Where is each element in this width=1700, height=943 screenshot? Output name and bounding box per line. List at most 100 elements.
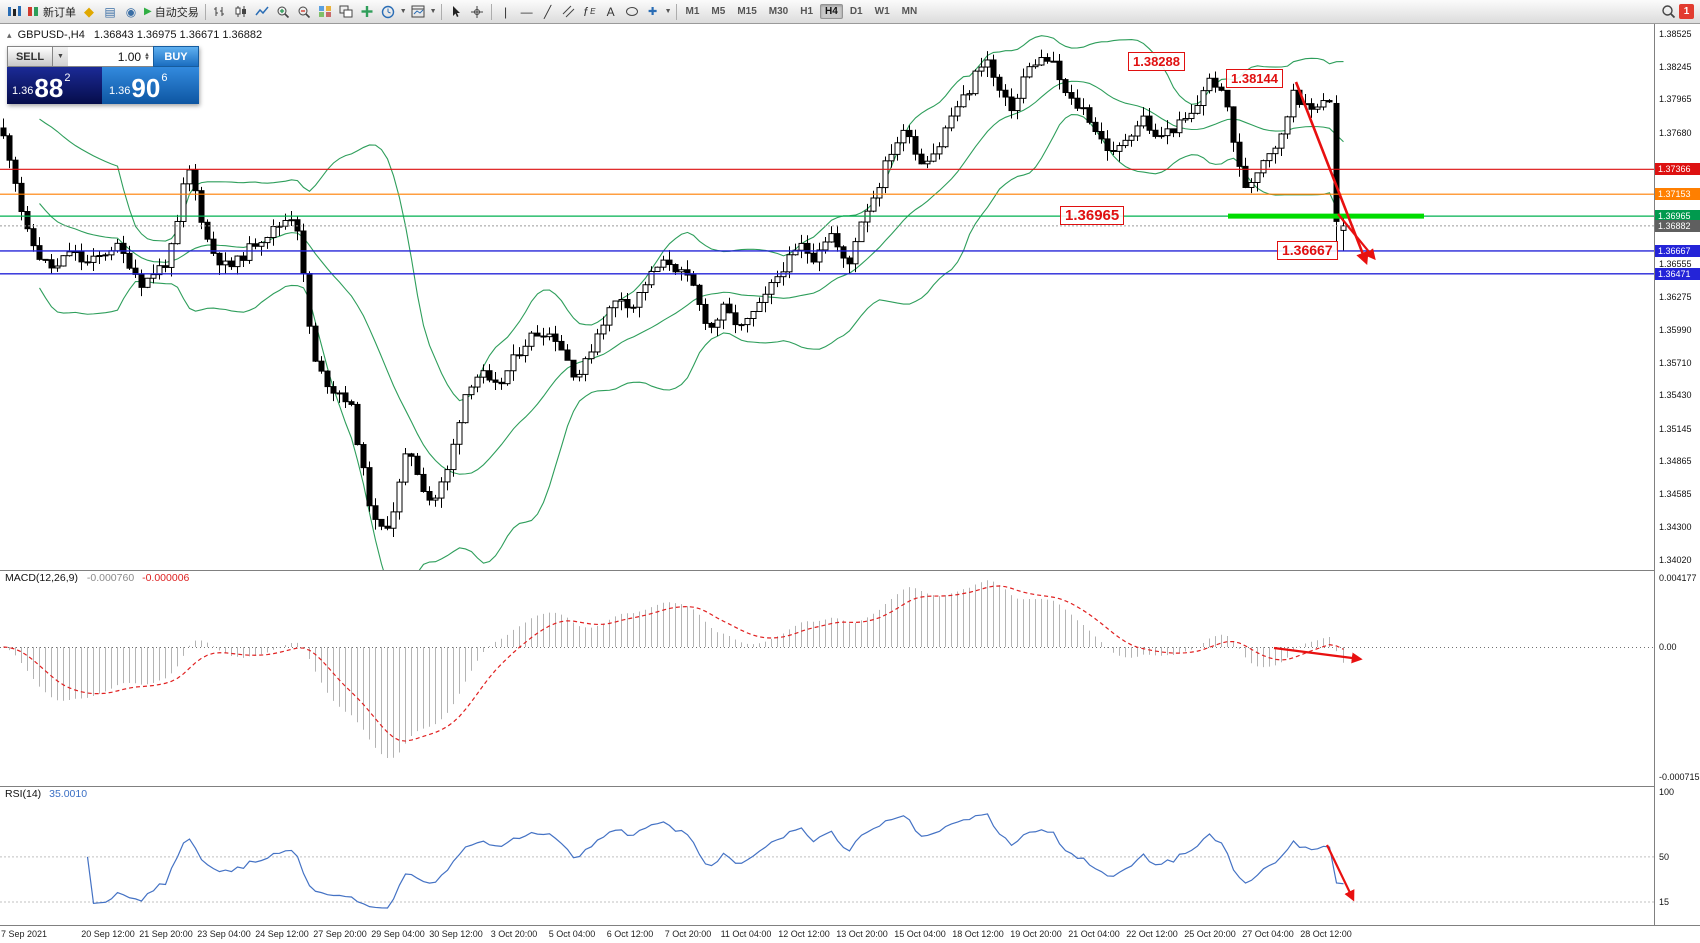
channel-icon[interactable] bbox=[559, 2, 579, 22]
price-tick-1.38245: 1.38245 bbox=[1659, 61, 1692, 72]
time-tick-7: 29 Sep 04:00 bbox=[371, 929, 425, 939]
main-toolbar: 新订单 ◆ ▤ ◉ ▶ 自动交易 bbox=[0, 0, 1700, 24]
timeframe-m1[interactable]: M1 bbox=[685, 6, 700, 17]
time-tick-6: 27 Sep 20:00 bbox=[313, 929, 367, 939]
market-watch-icon[interactable]: ◆ bbox=[84, 3, 94, 19]
shapes-icon[interactable] bbox=[622, 2, 642, 22]
zoom-out-icon[interactable] bbox=[294, 2, 314, 22]
symbol-label: GBPUSD-,H4 bbox=[17, 29, 85, 41]
time-tick-11: 6 Oct 12:00 bbox=[606, 929, 654, 939]
chart-window-icon[interactable] bbox=[4, 2, 24, 22]
volume-input[interactable]: 1.00 ▲ ▼ bbox=[68, 46, 153, 67]
arrange-windows-icon[interactable] bbox=[336, 2, 356, 22]
timeframe-m15[interactable]: M15 bbox=[737, 6, 757, 17]
one-click-trading-panel: SELL ▼ 1.00 ▲ ▼ BUY 1.36 88 2 1.36 90 6 bbox=[7, 46, 199, 104]
tile-windows-icon[interactable] bbox=[315, 2, 335, 22]
sell-price-pips: 88 bbox=[34, 73, 64, 104]
price-axis[interactable]: 1.38525 1.38245 1.37965 1.37680 1.36555 1.362… bbox=[1654, 24, 1700, 925]
order-type-dropdown[interactable]: ▼ bbox=[53, 46, 68, 67]
candlestick-chart-icon[interactable] bbox=[231, 2, 251, 22]
time-tick-17: 18 Oct 12:00 bbox=[952, 929, 1004, 939]
price-badge-1.37366: 1.37366 bbox=[1655, 163, 1700, 176]
template-icon[interactable] bbox=[408, 2, 428, 22]
text-icon[interactable]: A bbox=[606, 4, 615, 19]
buy-price-point: 6 bbox=[161, 72, 168, 84]
one-click-collapse-icon[interactable]: ▴ bbox=[7, 30, 12, 40]
template-dropdown-icon[interactable]: ▼ bbox=[429, 8, 437, 15]
notification-badge[interactable]: 1 bbox=[1679, 4, 1694, 19]
red-arrow-4[interactable] bbox=[1326, 844, 1355, 902]
price-tick-1.34865: 1.34865 bbox=[1659, 456, 1692, 467]
line-chart-icon[interactable] bbox=[252, 2, 272, 22]
buy-price[interactable]: 1.36 90 6 bbox=[102, 67, 199, 104]
macd-value-1: -0.000760 bbox=[86, 572, 135, 584]
price-tick-1.35710: 1.35710 bbox=[1659, 357, 1692, 368]
price-tick-1.34300: 1.34300 bbox=[1659, 522, 1692, 533]
bar-chart-icon[interactable] bbox=[210, 2, 230, 22]
red-arrow-2[interactable] bbox=[1337, 213, 1376, 261]
rsi-header: RSI(14) 35.0010 bbox=[5, 788, 87, 800]
new-order-button[interactable]: 新订单 bbox=[25, 2, 78, 22]
overlay-layer bbox=[0, 81, 1700, 902]
time-tick-8: 30 Sep 12:00 bbox=[429, 929, 483, 939]
main-chart-layer[interactable] bbox=[0, 35, 1654, 599]
volume-stepper[interactable]: ▲ ▼ bbox=[144, 51, 150, 62]
toolbar-separator bbox=[440, 3, 442, 20]
indicators-icon[interactable] bbox=[357, 2, 377, 22]
timeframe-group: M1 M5 M15 M30 H1 H4 D1 W1 MN bbox=[681, 4, 923, 19]
vline-icon[interactable]: | bbox=[504, 4, 508, 19]
autotrade-button[interactable]: ▶ 自动交易 bbox=[142, 2, 201, 22]
price-tick-50: 50 bbox=[1659, 852, 1670, 862]
timeframe-h4[interactable]: H4 bbox=[820, 4, 843, 19]
price-tick-0.004177: 0.004177 bbox=[1659, 573, 1697, 583]
time-tick-12: 7 Oct 20:00 bbox=[664, 929, 712, 939]
navigator-icon[interactable]: ◉ bbox=[125, 4, 137, 19]
period-icon[interactable] bbox=[378, 2, 398, 22]
timeframe-d1[interactable]: D1 bbox=[849, 6, 863, 17]
zoom-in-icon[interactable] bbox=[273, 2, 293, 22]
period-dropdown-icon[interactable]: ▼ bbox=[399, 8, 407, 15]
arrows-tool-icon[interactable]: ✚ bbox=[647, 6, 658, 18]
hline-icon[interactable]: — bbox=[520, 4, 533, 19]
cursor-icon[interactable] bbox=[446, 2, 466, 22]
buy-button[interactable]: BUY bbox=[153, 46, 199, 67]
arrows-dropdown-icon[interactable]: ▼ bbox=[664, 8, 672, 15]
price-tick-1.36275: 1.36275 bbox=[1659, 291, 1692, 302]
buy-price-pips: 90 bbox=[131, 73, 161, 104]
ohlc-readout: ▴ GBPUSD-,H4 1.36843 1.36975 1.36671 1.3… bbox=[7, 29, 262, 41]
rsi-panel-layer[interactable] bbox=[0, 813, 1654, 909]
time-tick-5: 24 Sep 12:00 bbox=[255, 929, 309, 939]
timeframe-m5[interactable]: M5 bbox=[711, 6, 726, 17]
time-tick-15: 13 Oct 20:00 bbox=[836, 929, 888, 939]
red-arrow-3[interactable] bbox=[1273, 646, 1363, 664]
red-arrow-1[interactable] bbox=[1294, 81, 1369, 266]
search-icon[interactable] bbox=[1658, 2, 1678, 22]
time-tick-20: 22 Oct 12:00 bbox=[1126, 929, 1178, 939]
price-annotation-1.38144[interactable]: 1.38144 bbox=[1226, 69, 1283, 88]
sell-price[interactable]: 1.36 88 2 bbox=[7, 67, 102, 104]
trendline-icon[interactable]: ╱ bbox=[543, 4, 552, 19]
timeframe-mn[interactable]: MN bbox=[901, 6, 918, 17]
price-tick-0.00: 0.00 bbox=[1659, 642, 1677, 652]
price-tick-1.35145: 1.35145 bbox=[1659, 423, 1692, 434]
price-tick--0.0007153: -0.0007153 bbox=[1659, 772, 1700, 782]
time-axis[interactable]: 7 Sep 2021 20 Sep 12:00 21 Sep 20:00 23 Sep… bbox=[0, 925, 1700, 943]
macd-panel-layer[interactable] bbox=[0, 580, 1654, 758]
rsi-name: RSI(14) bbox=[5, 788, 42, 800]
timeframe-w1[interactable]: W1 bbox=[874, 6, 890, 17]
timeframe-h1[interactable]: H1 bbox=[800, 6, 814, 17]
sell-price-base: 1.36 bbox=[12, 85, 34, 97]
data-window-icon[interactable]: ▤ bbox=[104, 4, 116, 19]
time-tick-10: 5 Oct 04:00 bbox=[548, 929, 596, 939]
crosshair-icon[interactable] bbox=[467, 2, 487, 22]
timeframe-m30[interactable]: M30 bbox=[768, 6, 789, 17]
price-annotation-1.38288[interactable]: 1.38288 bbox=[1128, 52, 1185, 71]
sell-button[interactable]: SELL bbox=[7, 46, 53, 67]
price-annotation-1.36667[interactable]: 1.36667 bbox=[1277, 241, 1338, 260]
price-tick-1.38525: 1.38525 bbox=[1659, 29, 1692, 39]
price-annotation-1.36965[interactable]: 1.36965 bbox=[1060, 206, 1125, 225]
price-badge-1.36965: 1.36965 bbox=[1655, 210, 1700, 223]
